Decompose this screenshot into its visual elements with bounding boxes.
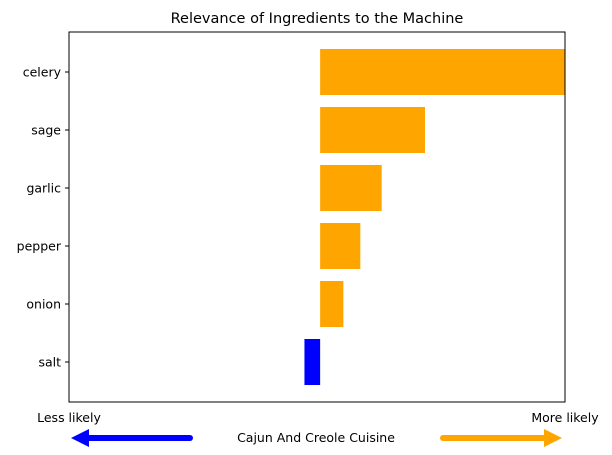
y-tick-label-garlic: garlic (26, 181, 61, 196)
y-tick-label-celery: celery (23, 65, 62, 80)
bars-group (304, 49, 565, 385)
y-tick-label-onion: onion (26, 297, 61, 312)
less-likely-label: Less likely (37, 410, 101, 425)
y-tick-labels: celery sage garlic pepper onion salt (17, 65, 69, 370)
bar-garlic (320, 165, 382, 211)
bar-sage (320, 107, 425, 153)
chart-title: Relevance of Ingredients to the Machine (171, 11, 464, 27)
y-tick-label-pepper: pepper (17, 239, 62, 254)
plot-frame (68, 31, 566, 403)
bar-pepper (320, 223, 361, 269)
cuisine-label: Cajun And Creole Cuisine (237, 430, 395, 445)
more-likely-label: More likely (531, 410, 599, 425)
bar-onion (320, 281, 344, 327)
y-tick-label-sage: sage (31, 123, 61, 138)
bar-salt (304, 339, 321, 385)
bar-celery (320, 49, 565, 95)
y-tick-label-salt: salt (38, 355, 61, 370)
